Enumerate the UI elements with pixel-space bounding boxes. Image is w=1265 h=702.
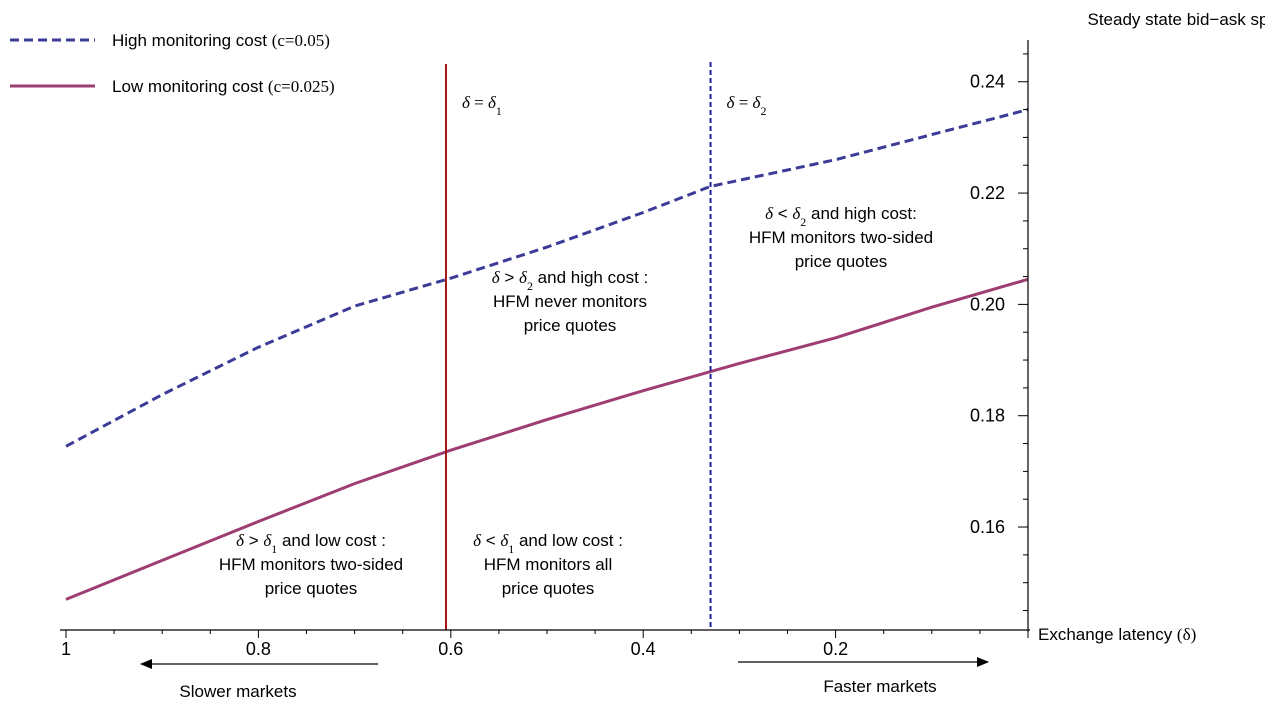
y-axis-title: Steady state bid−ask spread bbox=[1088, 10, 1265, 29]
x-tick-label: 1 bbox=[61, 639, 71, 659]
x-tick-label: 0.4 bbox=[631, 639, 656, 659]
y-tick-label: 0.18 bbox=[970, 406, 1005, 426]
region-annotation-line: price quotes bbox=[502, 579, 595, 598]
region-annotation-line: price quotes bbox=[265, 579, 358, 598]
series-line-low-cost bbox=[65, 277, 1029, 601]
threshold-label-delta-2: δ = δ2 bbox=[727, 93, 767, 118]
region-annotation-line: HFM monitors two-sided bbox=[749, 228, 933, 247]
region-annotation-line: price quotes bbox=[795, 252, 888, 271]
x-tick-label: 0.2 bbox=[823, 639, 848, 659]
x-tick-label: 0.6 bbox=[438, 639, 463, 659]
legend-label-low-cost: Low monitoring cost (c=0.025) bbox=[112, 77, 335, 96]
slower-markets-label: Slower markets bbox=[179, 682, 296, 701]
region-annotation-line: price quotes bbox=[524, 316, 617, 335]
region-annotation-line: δ < δ2 and high cost: bbox=[765, 204, 917, 229]
legend-label-high-cost: High monitoring cost (c=0.05) bbox=[112, 31, 330, 50]
threshold-label-delta-1: δ = δ1 bbox=[462, 93, 502, 118]
faster-markets-label: Faster markets bbox=[823, 677, 936, 696]
region-annotation-line: HFM monitors two-sided bbox=[219, 555, 403, 574]
y-tick-label: 0.16 bbox=[970, 517, 1005, 537]
y-tick-label: 0.22 bbox=[970, 183, 1005, 203]
series-line-high-cost bbox=[65, 108, 1029, 448]
region-annotation-line: δ > δ2 and high cost : bbox=[492, 268, 649, 293]
y-tick-label: 0.24 bbox=[970, 72, 1005, 92]
region-annotation-line: δ > δ1 and low cost : bbox=[236, 531, 386, 556]
region-annotation-line: HFM never monitors bbox=[493, 292, 647, 311]
y-tick-label: 0.20 bbox=[970, 294, 1005, 314]
region-annotation-line: HFM monitors all bbox=[484, 555, 612, 574]
x-tick-label: 0.8 bbox=[246, 639, 271, 659]
region-annotation-line: δ < δ1 and low cost : bbox=[473, 531, 623, 556]
x-axis-title: Exchange latency (δ) bbox=[1038, 625, 1196, 644]
